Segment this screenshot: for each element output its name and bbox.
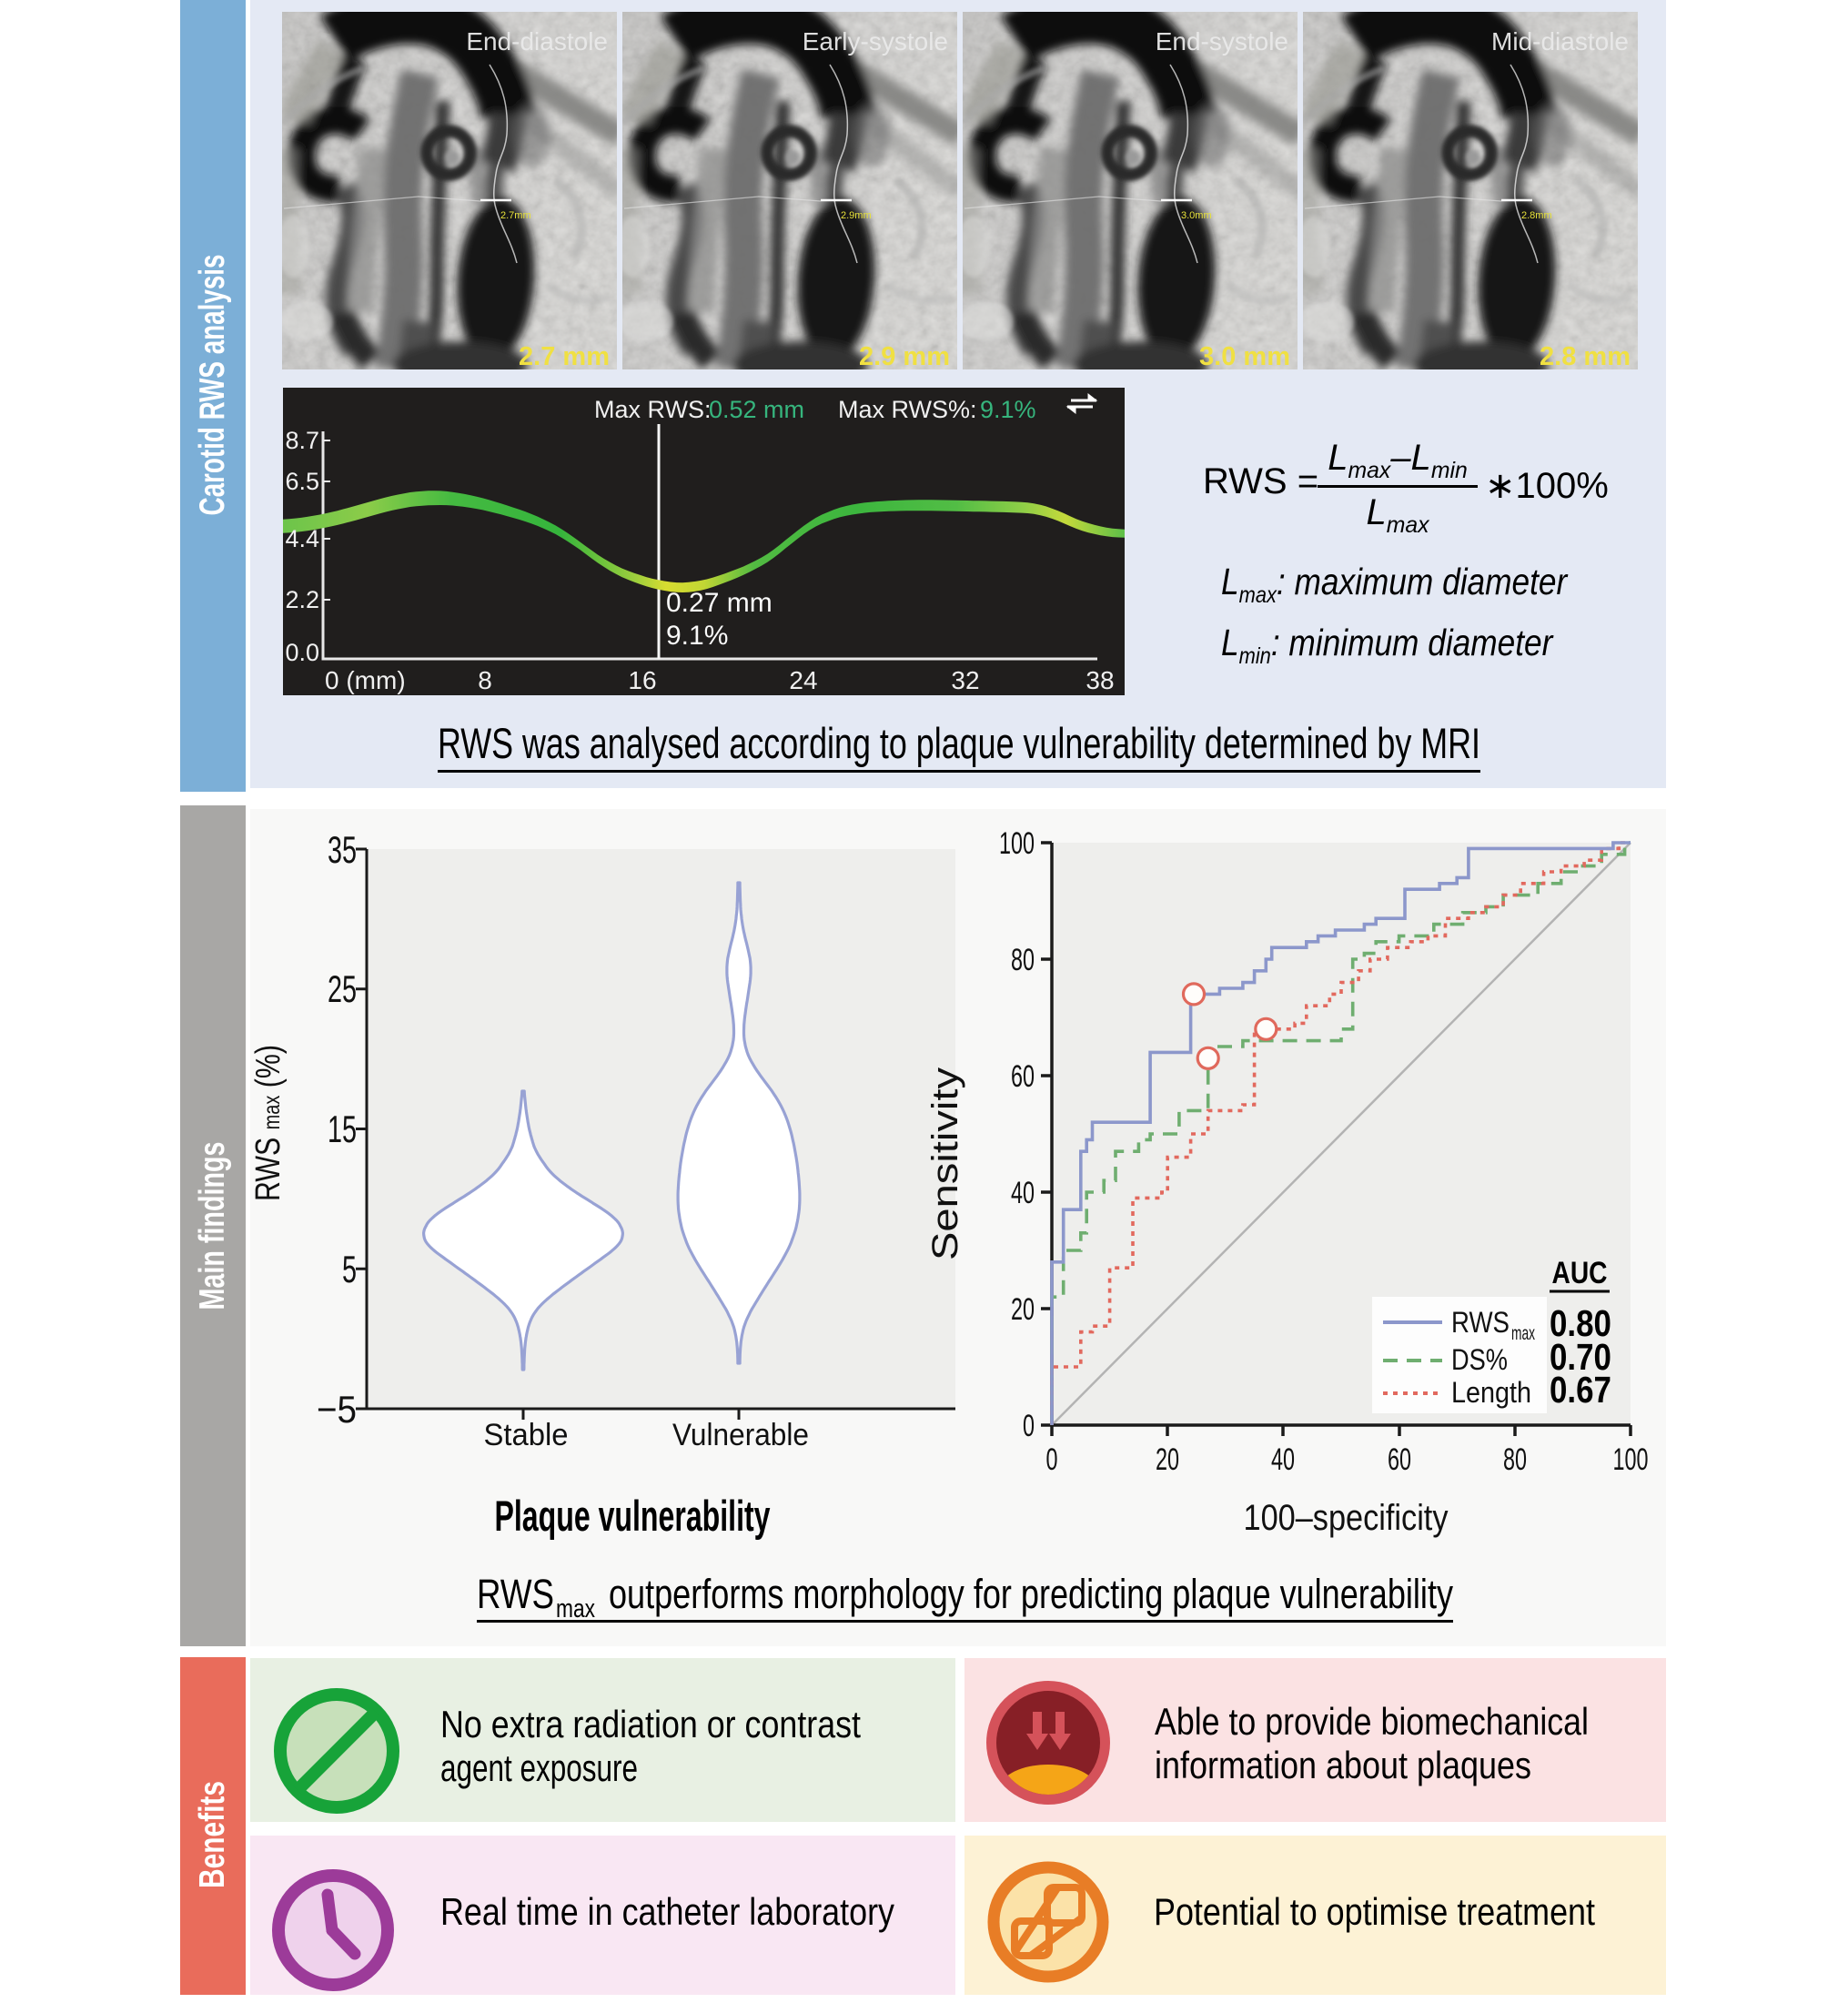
svg-text:Potential to optimise treatmen: Potential to optimise treatment	[1154, 1890, 1595, 1933]
svg-text:RWS: RWS	[1451, 1306, 1510, 1339]
svg-text:8: 8	[478, 666, 492, 694]
svg-text:Main findings: Main findings	[193, 1142, 232, 1310]
svg-text:4.4: 4.4	[285, 525, 319, 552]
svg-text:8.7: 8.7	[285, 427, 319, 454]
svg-text:Stable: Stable	[484, 1418, 569, 1452]
svg-text:0.80: 0.80	[1550, 1302, 1611, 1344]
svg-text:2.9mm: 2.9mm	[841, 210, 872, 221]
svg-text:outperforms morphology for pre: outperforms morphology for predicting pl…	[609, 1571, 1453, 1617]
svg-text:Length: Length	[1451, 1376, 1531, 1409]
svg-text:60: 60	[1388, 1442, 1411, 1477]
svg-text:38: 38	[1086, 666, 1114, 694]
svg-text:100: 100	[1613, 1442, 1649, 1477]
svg-text:RWS was analysed according to: RWS was analysed according to plaque vul…	[438, 719, 1480, 767]
svg-text:0.67: 0.67	[1550, 1369, 1611, 1411]
svg-text:15: 15	[328, 1108, 357, 1150]
svg-text:Able to provide biomechanical: Able to provide biomechanical	[1155, 1700, 1589, 1743]
svg-text:60: 60	[1011, 1059, 1035, 1094]
svg-text:16: 16	[628, 666, 656, 694]
svg-text:0.70: 0.70	[1550, 1336, 1611, 1378]
svg-text:2.8mm: 2.8mm	[1521, 210, 1552, 221]
svg-text:Plaque vulnerability: Plaque vulnerability	[495, 1492, 771, 1540]
svg-text:100: 100	[999, 826, 1035, 861]
svg-text:No extra radiation or contrast: No extra radiation or contrast	[440, 1703, 861, 1745]
svg-text:Sensitivity: Sensitivity	[925, 1067, 965, 1260]
svg-text:Max RWS:: Max RWS:	[594, 396, 712, 423]
svg-text:2.9 mm: 2.9 mm	[859, 342, 950, 369]
svg-text:Real time in catheter laborato: Real time in catheter laboratory	[440, 1890, 894, 1933]
svg-text:100–specificity: 100–specificity	[1244, 1498, 1449, 1538]
svg-text:RWS max (%): RWS max (%)	[250, 1045, 288, 1201]
svg-text:2.7 mm: 2.7 mm	[519, 342, 610, 369]
svg-text:35: 35	[328, 828, 357, 871]
svg-text:9.1%: 9.1%	[980, 396, 1036, 423]
svg-text:DS%: DS%	[1451, 1343, 1508, 1376]
svg-text:−5: −5	[317, 1388, 357, 1431]
svg-text:2.2: 2.2	[285, 586, 319, 613]
svg-text:0: 0	[1046, 1442, 1058, 1477]
svg-text:2.8 mm: 2.8 mm	[1540, 342, 1631, 369]
svg-text:80: 80	[1011, 943, 1035, 977]
svg-text:6.5: 6.5	[285, 468, 319, 495]
svg-text:0.0: 0.0	[285, 639, 319, 666]
svg-text:9.1%: 9.1%	[666, 621, 728, 651]
svg-text:2.7mm: 2.7mm	[500, 210, 531, 221]
svg-text:AUC: AUC	[1552, 1256, 1608, 1290]
svg-text:0: 0	[1023, 1409, 1035, 1443]
svg-text:Vulnerable: Vulnerable	[672, 1418, 809, 1452]
svg-text:0.52 mm: 0.52 mm	[709, 396, 804, 423]
svg-text:80: 80	[1503, 1442, 1527, 1477]
svg-text:RWS: RWS	[477, 1571, 554, 1617]
svg-text:End-systole: End-systole	[1156, 27, 1288, 56]
svg-text:Benefits: Benefits	[193, 1781, 232, 1888]
svg-text:max: max	[1511, 1323, 1535, 1344]
svg-text:25: 25	[328, 967, 357, 1010]
svg-text:40: 40	[1271, 1442, 1295, 1477]
svg-text:32: 32	[951, 666, 979, 694]
svg-text:information about plaques: information about plaques	[1155, 1744, 1531, 1786]
svg-text:End-diastole: End-diastole	[466, 27, 608, 56]
svg-text:20: 20	[1011, 1292, 1035, 1327]
svg-text:24: 24	[789, 666, 817, 694]
svg-text:agent exposure: agent exposure	[440, 1746, 638, 1789]
svg-text:0 (mm): 0 (mm)	[325, 666, 406, 694]
svg-text:20: 20	[1156, 1442, 1179, 1477]
svg-text:Carotid RWS analysis: Carotid RWS analysis	[193, 255, 232, 516]
svg-text:Mid-diastole: Mid-diastole	[1491, 27, 1629, 56]
svg-text:Max RWS%:: Max RWS%:	[838, 396, 977, 423]
svg-text:3.0 mm: 3.0 mm	[1199, 342, 1290, 369]
svg-text:40: 40	[1011, 1176, 1035, 1210]
svg-text:max: max	[556, 1594, 595, 1624]
svg-text:3.0mm: 3.0mm	[1181, 210, 1212, 221]
svg-text:Early-systole: Early-systole	[803, 27, 948, 56]
svg-text:5: 5	[342, 1248, 357, 1290]
svg-text:0.27 mm: 0.27 mm	[666, 588, 773, 618]
